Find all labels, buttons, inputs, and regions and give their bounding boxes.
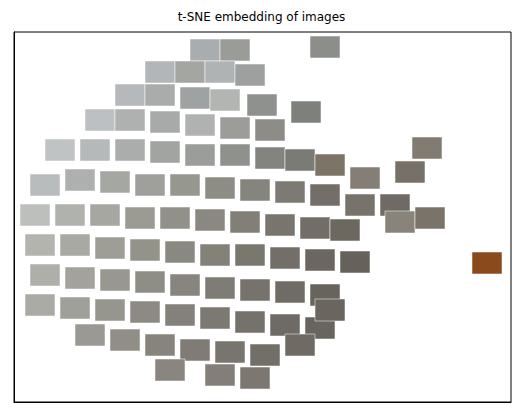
svg-text:t-SNE embedding of images: t-SNE embedding of images [178,10,346,24]
